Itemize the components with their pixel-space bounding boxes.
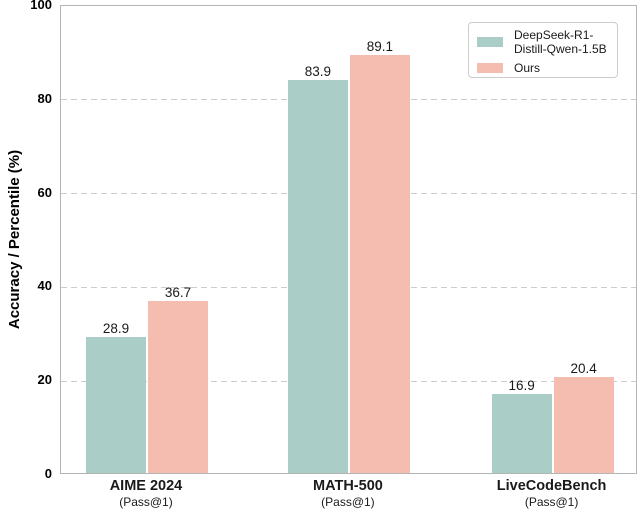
legend: DeepSeek-R1- Distill-Qwen-1.5B Ours (468, 22, 618, 78)
y-tick-label-80: 80 (37, 90, 52, 106)
category-label-livecodebench: LiveCodeBench (Pass@1) (462, 478, 640, 510)
category-sublabel: (Pass@1) (119, 495, 173, 509)
bar-livecodebench-ours (553, 377, 614, 473)
bar-value-label: 83.9 (304, 63, 332, 79)
bar-aime-2024-deepseek-r1-distill-qwen-1-5b (85, 337, 146, 473)
category-label-aime-2024: AIME 2024 (Pass@1) (56, 478, 236, 510)
y-tick-label-20: 20 (37, 372, 52, 388)
gridline-y-20 (61, 380, 636, 382)
bar-value-label: 16.9 (508, 377, 535, 393)
legend-entry-label: DeepSeek-R1- Distill-Qwen-1.5B (514, 27, 607, 56)
legend-swatch-icon (477, 62, 503, 73)
category-label-math-500: MATH-500 (Pass@1) (258, 478, 438, 510)
y-tick-label-40: 40 (37, 278, 52, 294)
category-sublabel: (Pass@1) (321, 495, 375, 509)
y-tick-label-0: 0 (44, 466, 52, 481)
legend-entry-label: Ours (514, 60, 541, 75)
category-name: MATH-500 (313, 478, 383, 494)
legend-entry: Ours (477, 61, 611, 75)
bar-value-label: 36.7 (164, 284, 192, 300)
bar-math-500-deepseek-r1-distill-qwen-1-5b (287, 79, 348, 473)
y-tick-label-60: 60 (37, 184, 52, 200)
bar-value-label: 89.1 (366, 39, 394, 55)
y-axis-title-wrap: Accuracy / Percentile (%) (0, 5, 30, 474)
category-name: AIME 2024 (109, 478, 183, 494)
bar-aime-2024-ours (147, 300, 208, 473)
y-tick-label-100: 100 (30, 0, 52, 12)
plot-area: 28.9 36.7 83.9 89.1 16.9 20.4 (60, 5, 637, 474)
gridline-y-60 (61, 193, 636, 195)
y-axis-title: Accuracy / Percentile (%) (6, 149, 24, 330)
gridline-y-80 (61, 99, 636, 101)
legend-swatch-icon (477, 36, 503, 47)
bar-livecodebench-deepseek-r1-distill-qwen-1-5b (491, 393, 552, 473)
gridline-y-40 (61, 286, 636, 288)
bar-value-label: 20.4 (570, 361, 597, 377)
category-name: LiveCodeBench (496, 478, 607, 494)
category-sublabel: (Pass@1) (524, 495, 579, 509)
bar-math-500-ours (349, 55, 410, 473)
bar-value-label: 28.9 (102, 321, 130, 337)
legend-entry: DeepSeek-R1- Distill-Qwen-1.5B (477, 28, 611, 56)
